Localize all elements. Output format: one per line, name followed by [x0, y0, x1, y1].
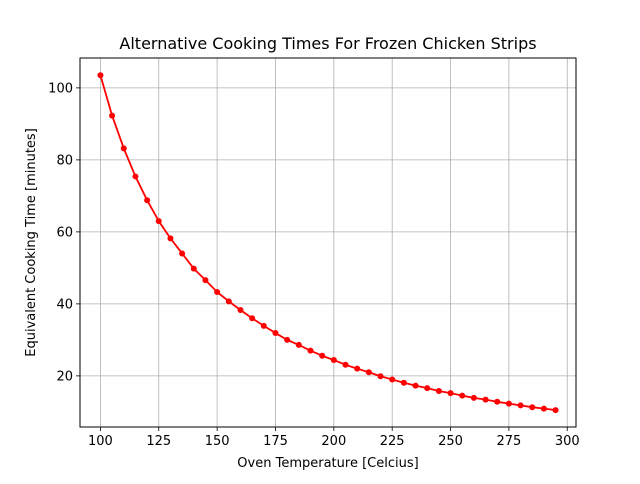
x-axis-label: Oven Temperature [Celcius] — [237, 456, 418, 471]
data-point — [377, 373, 384, 380]
data-point — [459, 392, 466, 399]
data-point — [505, 400, 512, 407]
series-line — [99, 75, 556, 411]
data-point — [435, 388, 442, 394]
x-tick-label: 225 — [380, 434, 405, 449]
x-tick-label: 175 — [263, 434, 288, 449]
data-point — [284, 336, 291, 343]
x-tick-label: 275 — [496, 434, 521, 449]
axis-ticks: 100 125 150 175 200 225 250 275 300 20 40 60 80 100 — [48, 81, 579, 449]
data-point — [167, 235, 174, 242]
series-layer — [97, 72, 559, 414]
data-point — [447, 390, 454, 397]
data-point — [179, 250, 186, 257]
data-point — [517, 402, 524, 409]
data-point — [354, 365, 361, 372]
data-point — [529, 404, 536, 411]
data-point — [225, 298, 232, 305]
data-point — [249, 315, 256, 322]
data-point — [97, 72, 104, 79]
data-point — [342, 361, 349, 368]
data-point — [389, 376, 396, 383]
data-point — [330, 357, 337, 364]
plot-frame — [79, 57, 577, 428]
data-point — [540, 405, 547, 412]
data-point — [155, 218, 162, 225]
data-point — [470, 394, 477, 401]
data-point — [482, 396, 489, 403]
data-point — [260, 322, 267, 329]
x-tick-label: 200 — [321, 434, 346, 449]
data-point — [120, 145, 127, 152]
data-point — [214, 289, 221, 295]
data-point — [190, 265, 197, 272]
x-tick-label: 300 — [555, 434, 580, 449]
data-point — [132, 173, 139, 180]
y-tick-label: 20 — [56, 369, 73, 384]
data-point — [295, 341, 302, 348]
data-point — [272, 330, 279, 337]
chart-title: Alternative Cooking Times For Frozen Chi… — [119, 34, 536, 53]
data-point — [237, 307, 244, 313]
x-tick-label: 100 — [88, 434, 113, 449]
y-axis-label: Equivalent Cooking Time [minutes] — [24, 128, 39, 357]
data-point — [552, 407, 559, 414]
grid — [80, 58, 576, 427]
data-point — [319, 352, 326, 359]
data-point — [202, 277, 209, 284]
x-tick-label: 250 — [438, 434, 463, 449]
data-point — [307, 347, 314, 354]
data-point — [400, 379, 407, 386]
y-tick-label: 100 — [48, 81, 73, 96]
y-tick-label: 40 — [56, 297, 73, 312]
data-point — [424, 385, 431, 392]
data-point — [109, 112, 116, 119]
y-tick-label: 80 — [56, 153, 73, 168]
data-point — [365, 369, 372, 376]
data-point — [412, 382, 419, 389]
data-point — [494, 398, 501, 405]
y-tick-label: 60 — [56, 225, 73, 240]
x-tick-label: 150 — [205, 434, 230, 449]
x-tick-label: 125 — [146, 434, 171, 449]
data-point — [144, 197, 151, 204]
